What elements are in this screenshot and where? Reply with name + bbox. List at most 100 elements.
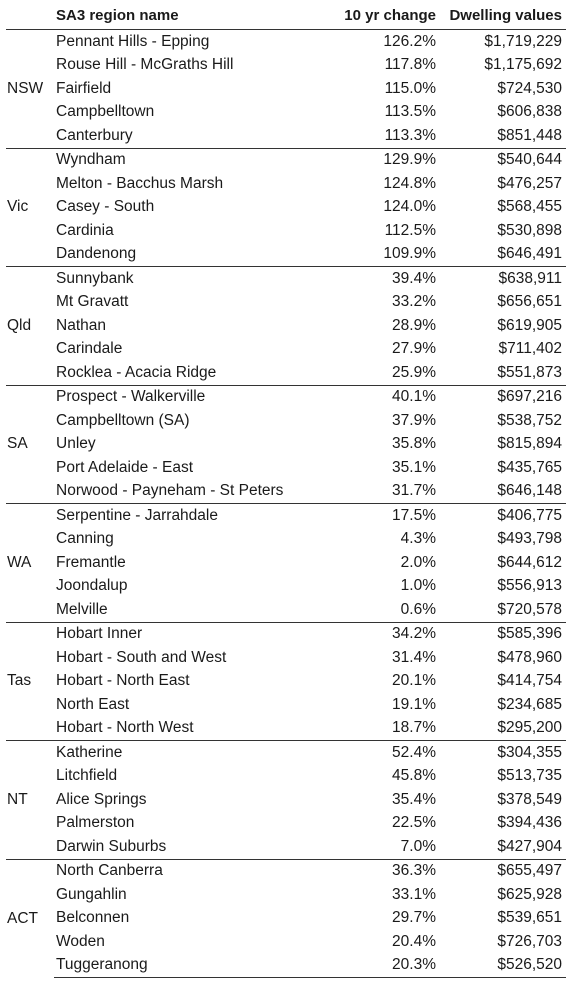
state-group: Tas Hobart Inner 34.2% $585,396 Hobart - Sou… xyxy=(6,621,566,741)
dwelling-value-cell: $513,735 xyxy=(497,767,562,785)
region-name-cell: Casey - South xyxy=(56,198,155,216)
table-row: Dandenong 109.9% $646,491 xyxy=(6,243,566,267)
region-name-cell: Hobart Inner xyxy=(54,621,316,646)
dwelling-value-cell: $656,651 xyxy=(497,293,562,311)
ten-year-change-cell: 29.7% xyxy=(392,909,436,927)
ten-year-change-cell: 4.3% xyxy=(400,530,436,548)
table-row: Tas Hobart Inner 34.2% $585,396 xyxy=(6,621,566,741)
table-row: Vic Wyndham 129.9% $540,644 xyxy=(6,147,566,267)
ten-year-change-cell: 124.8% xyxy=(383,174,436,192)
dwelling-value-cell: $585,396 xyxy=(440,621,566,646)
table-row: Melton - Bacchus Marsh 124.8% $476,257 xyxy=(6,172,566,196)
ten-year-change-cell: 22.5% xyxy=(392,814,436,832)
dwelling-value-cell: $526,520 xyxy=(440,953,566,978)
dwelling-value-cell: $394,436 xyxy=(497,814,562,832)
table-row: WA Serpentine - Jarrahdale 17.5% $406,775 xyxy=(6,503,566,622)
region-name-cell: Prospect - Walkerville xyxy=(54,384,316,409)
table-row: Casey - South 124.0% $568,455 xyxy=(6,196,566,220)
state-label: ACT xyxy=(6,858,54,978)
ten-year-change-cell: 37.9% xyxy=(392,411,436,429)
region-name-column-header: SA3 region name xyxy=(56,7,179,24)
dwelling-value-cell: $646,148 xyxy=(497,482,562,500)
region-name-cell: North Canberra xyxy=(54,858,316,883)
state-label: WA xyxy=(6,503,54,622)
ten-year-change-cell: 34.2% xyxy=(316,621,440,646)
region-name-cell: Rocklea - Acacia Ridge xyxy=(56,363,217,381)
ten-year-change-cell: 25.9% xyxy=(392,363,436,381)
dwelling-value-cell: $378,549 xyxy=(497,790,562,808)
region-name-cell: Nathan xyxy=(56,316,106,334)
dwelling-value-cell: $697,216 xyxy=(440,384,566,409)
table-row: Unley 35.8% $815,894 xyxy=(6,433,566,457)
state-group: NT Katherine 52.4% $304,355 Litchfield 45.8% $… xyxy=(6,740,566,859)
table-row: Norwood - Payneham - St Peters 31.7% $646,… xyxy=(6,480,566,504)
ten-year-change-cell: 20.1% xyxy=(392,672,436,690)
table-row: Campbelltown 113.5% $606,838 xyxy=(6,101,566,125)
table-row: Nathan 28.9% $619,905 xyxy=(6,314,566,338)
ten-year-change-cell: 117.8% xyxy=(384,56,436,74)
region-name-cell: Canterbury xyxy=(56,126,133,144)
dwelling-value-cell: $625,928 xyxy=(497,885,562,903)
dwelling-value-cell: $724,530 xyxy=(497,79,562,97)
region-name-cell: Cardinia xyxy=(56,221,114,239)
ten-year-change-cell: 129.9% xyxy=(316,147,440,172)
dwelling-value-cell: $493,798 xyxy=(497,530,562,548)
region-name-cell: Palmerston xyxy=(56,814,135,832)
region-name-cell: Carindale xyxy=(56,340,123,358)
region-name-cell: Melville xyxy=(56,600,108,618)
ten-year-change-cell: 33.1% xyxy=(392,885,436,903)
dwelling-value-cell: $606,838 xyxy=(497,103,562,121)
ten-year-change-cell: 31.7% xyxy=(392,482,436,500)
ten-year-change-cell: 0.6% xyxy=(400,600,436,618)
region-name-cell: Belconnen xyxy=(56,909,130,927)
dwelling-values-table: SA3 region name 10 yr change Dwelling va… xyxy=(6,2,566,978)
state-group: NSW Pennant Hills - Epping 126.2% $1,719,22… xyxy=(6,29,566,148)
region-name-cell: Woden xyxy=(56,932,105,950)
region-name-cell: Litchfield xyxy=(56,767,118,785)
table-row: ACT North Canberra 36.3% $655,497 xyxy=(6,858,566,978)
state-column-header xyxy=(6,2,54,30)
region-name-cell: Katherine xyxy=(54,740,316,765)
ten-year-change-cell: 39.4% xyxy=(316,266,440,291)
ten-year-change-cell: 27.9% xyxy=(392,340,436,358)
dwelling-value-cell: $540,644 xyxy=(440,147,566,172)
region-name-cell: Mt Gravatt xyxy=(56,293,129,311)
state-group: ACT North Canberra 36.3% $655,497 Gungahlin 3… xyxy=(6,858,566,978)
dwelling-value-cell: $726,703 xyxy=(497,932,562,950)
region-name-cell: North East xyxy=(56,695,130,713)
table-row: North East 19.1% $234,685 xyxy=(6,693,566,717)
ten-year-change-cell: 113.3% xyxy=(384,126,436,144)
ten-year-change-cell: 36.3% xyxy=(316,858,440,883)
ten-year-change-cell: 18.7% xyxy=(392,719,436,737)
table-row: Fremantle 2.0% $644,612 xyxy=(6,551,566,575)
table-row: Qld Sunnybank 39.4% $638,911 xyxy=(6,266,566,385)
region-name-cell: Rouse Hill - McGraths Hill xyxy=(56,56,234,74)
table-row: Tuggeranong 20.3% $526,520 xyxy=(6,953,566,978)
dwelling-value-cell: $295,200 xyxy=(497,719,562,737)
region-name-cell: Sunnybank xyxy=(54,266,316,291)
ten-year-change-cell: 17.5% xyxy=(316,503,440,528)
table-row: Hobart - North West 18.7% $295,200 xyxy=(6,717,566,741)
region-name-cell: Fairfield xyxy=(56,79,112,97)
ten-year-change-cell: 109.9% xyxy=(383,245,436,263)
table-row: Port Adelaide - East 35.1% $435,765 xyxy=(6,456,566,480)
ten-year-change-cell: 124.0% xyxy=(383,198,436,216)
ten-year-change-cell: 126.2% xyxy=(316,29,440,54)
region-name-cell: Fremantle xyxy=(56,553,126,571)
dwelling-value-cell: $638,911 xyxy=(440,266,566,291)
dwelling-value-cell: $414,754 xyxy=(497,672,562,690)
ten-year-change-cell: 35.1% xyxy=(392,458,436,476)
region-name-cell: Gungahlin xyxy=(56,885,127,903)
table-row: Litchfield 45.8% $513,735 xyxy=(6,765,566,789)
ten-year-change-cell: 52.4% xyxy=(316,740,440,765)
dwelling-value-cell: $476,257 xyxy=(497,174,562,192)
ten-year-change-cell: 33.2% xyxy=(392,293,436,311)
dwelling-value-cell: $644,612 xyxy=(497,553,562,571)
table-row: Hobart - North East 20.1% $414,754 xyxy=(6,670,566,694)
table-row: Cardinia 112.5% $530,898 xyxy=(6,219,566,243)
state-label: SA xyxy=(6,384,54,504)
table-row: Mt Gravatt 33.2% $656,651 xyxy=(6,291,566,315)
table-row: Canterbury 113.3% $851,448 xyxy=(6,124,566,148)
region-name-cell: Hobart - South and West xyxy=(56,648,227,666)
table-row: Belconnen 29.7% $539,651 xyxy=(6,907,566,931)
